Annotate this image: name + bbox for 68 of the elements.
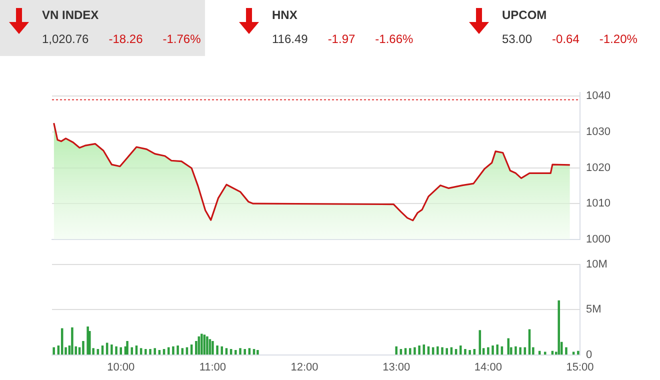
bar <box>459 345 462 355</box>
bar <box>212 340 214 355</box>
text: -1.20% <box>599 32 638 46</box>
x-tick-label: 14:00 <box>474 361 502 374</box>
y-tick-label: 1040 <box>586 90 610 102</box>
x-tick-label: 11:00 <box>199 361 226 374</box>
text: -1.76% <box>162 32 201 46</box>
bar <box>496 344 498 355</box>
y-tick-label: 5M <box>586 304 602 316</box>
bar <box>220 346 224 355</box>
bar <box>514 346 517 355</box>
bar <box>414 347 416 355</box>
text: HNX <box>272 8 298 22</box>
bar <box>86 326 89 355</box>
text: -1.97 <box>328 32 356 46</box>
bar <box>82 340 84 355</box>
text: UPCOM <box>502 8 547 22</box>
bar <box>195 340 198 355</box>
bar <box>144 349 147 355</box>
text: 1,020.76 <box>42 32 89 46</box>
x-tick-label: 12:00 <box>290 361 318 374</box>
x-tick-label: 15:00 <box>566 361 594 374</box>
y-tick-label: 1000 <box>586 233 610 246</box>
bar <box>492 345 494 355</box>
text: VN INDEX <box>42 8 99 22</box>
y-tick-label: 1030 <box>586 126 610 138</box>
bar <box>126 340 128 355</box>
bar <box>519 347 522 355</box>
text: -0.64 <box>552 32 580 46</box>
bar <box>441 347 444 355</box>
bar <box>464 349 466 355</box>
bar <box>436 346 439 355</box>
bar <box>176 345 179 355</box>
bar <box>507 338 510 355</box>
text: 53.00 <box>502 32 532 46</box>
bar <box>115 346 118 355</box>
bar <box>154 348 156 355</box>
bar <box>149 349 152 355</box>
bar <box>487 347 490 355</box>
bar <box>110 344 113 355</box>
y-tick-label: 0 <box>586 348 592 361</box>
text: -18.26 <box>108 32 143 46</box>
bar <box>234 350 237 355</box>
bar <box>200 334 203 355</box>
bar <box>239 348 242 355</box>
y-tick-label: 1010 <box>586 198 610 210</box>
bar <box>395 346 398 355</box>
bar <box>446 348 448 355</box>
bar <box>106 342 108 355</box>
bar <box>52 347 55 355</box>
x-tick-label: 13:00 <box>382 361 410 374</box>
bar <box>172 346 174 355</box>
bar <box>577 350 580 355</box>
bar <box>418 345 420 355</box>
bar <box>565 347 568 355</box>
y-tick-label: 1020 <box>586 162 610 174</box>
x-tick-label: 10:00 <box>107 361 135 374</box>
y-tick-label: 10M <box>586 258 608 271</box>
bar <box>120 347 122 355</box>
text: -1.66% <box>375 32 414 46</box>
bar <box>216 345 218 355</box>
bar <box>256 350 259 355</box>
bar <box>206 336 208 355</box>
text: 116.49 <box>272 32 308 46</box>
bar <box>244 349 246 355</box>
bar <box>71 327 74 355</box>
bar <box>468 350 471 355</box>
bar <box>408 348 412 355</box>
